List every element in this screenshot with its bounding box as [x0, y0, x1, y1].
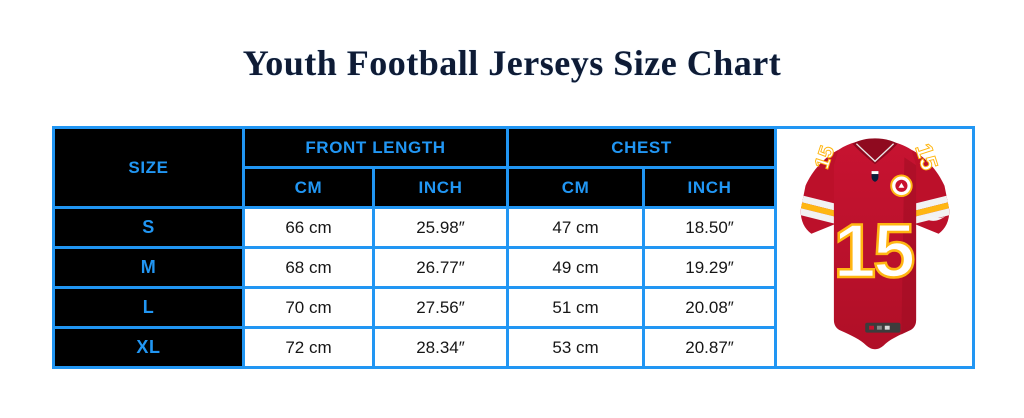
jersey-collar	[852, 138, 898, 165]
jersey-svg: 15 15 15	[800, 138, 949, 350]
chest-cm-value: 51 cm	[506, 286, 646, 329]
column-header-front-cm: CM	[242, 166, 375, 209]
chest-inch-value: 19.29″	[642, 246, 778, 289]
chest-cm-value: 47 cm	[506, 206, 646, 249]
header-row-units: CM INCH CM INCH	[54, 166, 974, 209]
table-row-size-l: L 70 cm 27.56″ 51 cm 20.08″	[52, 286, 974, 329]
table-row-size-s: S 66 cm 25.98″ 47 cm 18.50″	[52, 206, 974, 249]
chest-cm-value: 49 cm	[506, 246, 646, 289]
jersey-jock-tag	[864, 322, 900, 333]
size-label: XL	[52, 326, 245, 369]
nfl-shield-logo	[871, 171, 878, 182]
size-label: L	[52, 286, 245, 329]
swoosh-icon	[924, 214, 945, 221]
jersey-collar-trim	[855, 143, 894, 163]
chest-cm-value: 53 cm	[506, 326, 646, 369]
size-chart-table: SIZE FRONT LENGTH CHEST	[52, 126, 976, 369]
column-header-front-inch: INCH	[371, 166, 510, 209]
front-length-cm-value: 72 cm	[242, 326, 375, 369]
front-length-inch-value: 26.77″	[371, 246, 510, 289]
front-length-cm-value: 66 cm	[242, 206, 375, 249]
jersey-side-shade	[900, 157, 916, 335]
size-label: M	[52, 246, 245, 289]
jersey-illustration: 15 15 15	[782, 130, 968, 360]
front-length-cm-value: 68 cm	[242, 246, 375, 289]
column-header-size: SIZE	[52, 126, 245, 209]
jersey-product-image: 15 15 15	[774, 126, 976, 369]
chest-inch-value: 20.08″	[642, 286, 778, 329]
column-header-chest-inch: INCH	[642, 166, 778, 209]
front-length-inch-value: 28.34″	[371, 326, 510, 369]
table-row-size-xl: XL 72 cm 28.34″ 53 cm 20.87″	[52, 326, 974, 369]
front-length-cm-value: 70 cm	[242, 286, 375, 329]
chest-inch-value: 18.50″	[642, 206, 778, 249]
size-label: S	[52, 206, 245, 249]
team-patch-logo	[889, 174, 913, 198]
front-length-inch-value: 25.98″	[371, 206, 510, 249]
header-row-groups: SIZE FRONT LENGTH CHEST	[52, 126, 976, 369]
column-header-chest: CHEST	[506, 126, 778, 169]
front-length-inch-value: 27.56″	[371, 286, 510, 329]
chest-inch-value: 20.87″	[642, 326, 778, 369]
column-header-chest-cm: CM	[506, 166, 646, 209]
page-title: Youth Football Jerseys Size Chart	[242, 43, 782, 83]
column-header-front-length: FRONT LENGTH	[241, 126, 510, 169]
jersey-chest-number: 15	[833, 209, 914, 294]
table-row-size-m: M 68 cm 26.77″ 49 cm 19.29″	[52, 246, 974, 289]
